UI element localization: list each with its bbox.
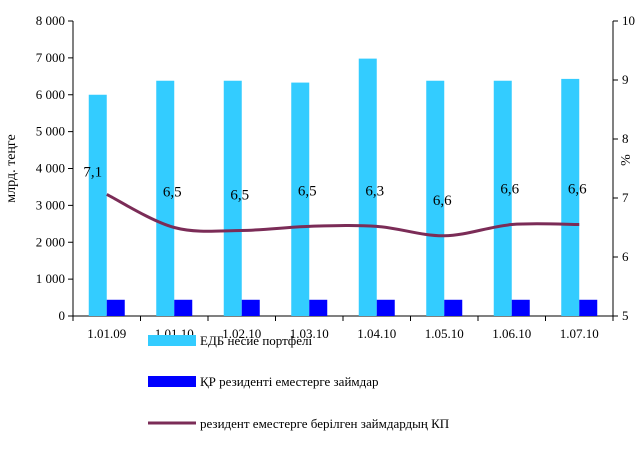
y-tick-label: 1 000 xyxy=(36,271,65,286)
data-label: 6,3 xyxy=(365,183,384,199)
data-label: 6,5 xyxy=(230,187,249,203)
y2-tick-label: 5 xyxy=(622,308,629,323)
bar-2 xyxy=(444,299,463,316)
bar-2 xyxy=(579,299,598,316)
legend-label: ЕДБ несие портфелі xyxy=(200,333,312,348)
y-tick-label: 2 000 xyxy=(36,234,65,249)
y2-tick-label: 6 xyxy=(622,249,629,264)
x-tick-label: 1.03.10 xyxy=(290,326,329,341)
bar-2 xyxy=(376,299,395,316)
bar-2 xyxy=(106,299,125,316)
data-label: 6,5 xyxy=(298,183,317,199)
legend-swatch xyxy=(148,335,196,346)
bar-2 xyxy=(309,299,328,316)
y2-tick-label: 9 xyxy=(622,72,629,87)
bar-1 xyxy=(561,78,580,316)
legend-label: ҚР резиденті еместерге займдар xyxy=(200,374,379,389)
data-label: 6,6 xyxy=(433,193,452,209)
y-tick-label: 7 000 xyxy=(36,50,65,65)
y-tick-label: 4 000 xyxy=(36,161,65,176)
y-tick-label: 5 000 xyxy=(36,124,65,139)
y2-tick-label: 10 xyxy=(622,13,635,28)
bar-2 xyxy=(174,299,193,316)
y2-tick-label: 8 xyxy=(622,131,629,146)
x-tick-label: 1.04.10 xyxy=(357,326,396,341)
data-label: 6,6 xyxy=(568,182,587,198)
y-tick-label: 6 000 xyxy=(36,87,65,102)
y-axis-title: млрд. теңге xyxy=(4,134,19,202)
data-label: 6,6 xyxy=(500,182,519,198)
legend-swatch xyxy=(148,376,196,387)
bar-2 xyxy=(241,299,260,316)
bar-1 xyxy=(426,80,445,316)
bar-1 xyxy=(88,94,107,316)
data-label: 6,5 xyxy=(163,185,182,201)
legend-label: резидент еместерге берілген займдардың К… xyxy=(200,416,449,431)
bar-2 xyxy=(511,299,530,316)
y2-axis-title: % xyxy=(619,154,634,166)
bar-1 xyxy=(358,58,377,317)
x-tick-label: 1.05.10 xyxy=(425,326,464,341)
bar-1 xyxy=(291,82,310,316)
x-tick-label: 1.07.10 xyxy=(560,326,599,341)
bar-1 xyxy=(156,80,175,316)
data-label: 7,1 xyxy=(83,164,102,180)
y-tick-label: 8 000 xyxy=(36,13,65,28)
bar-1 xyxy=(493,80,512,316)
x-tick-label: 1.06.10 xyxy=(492,326,531,341)
bar-1 xyxy=(223,80,242,316)
y2-tick-label: 7 xyxy=(622,190,629,205)
y-tick-label: 3 000 xyxy=(36,197,65,212)
line-series xyxy=(106,193,580,238)
x-tick-label: 1.01.09 xyxy=(87,326,126,341)
y-tick-label: 0 xyxy=(59,308,66,323)
x-tick-label: 1.02.10 xyxy=(222,326,261,341)
